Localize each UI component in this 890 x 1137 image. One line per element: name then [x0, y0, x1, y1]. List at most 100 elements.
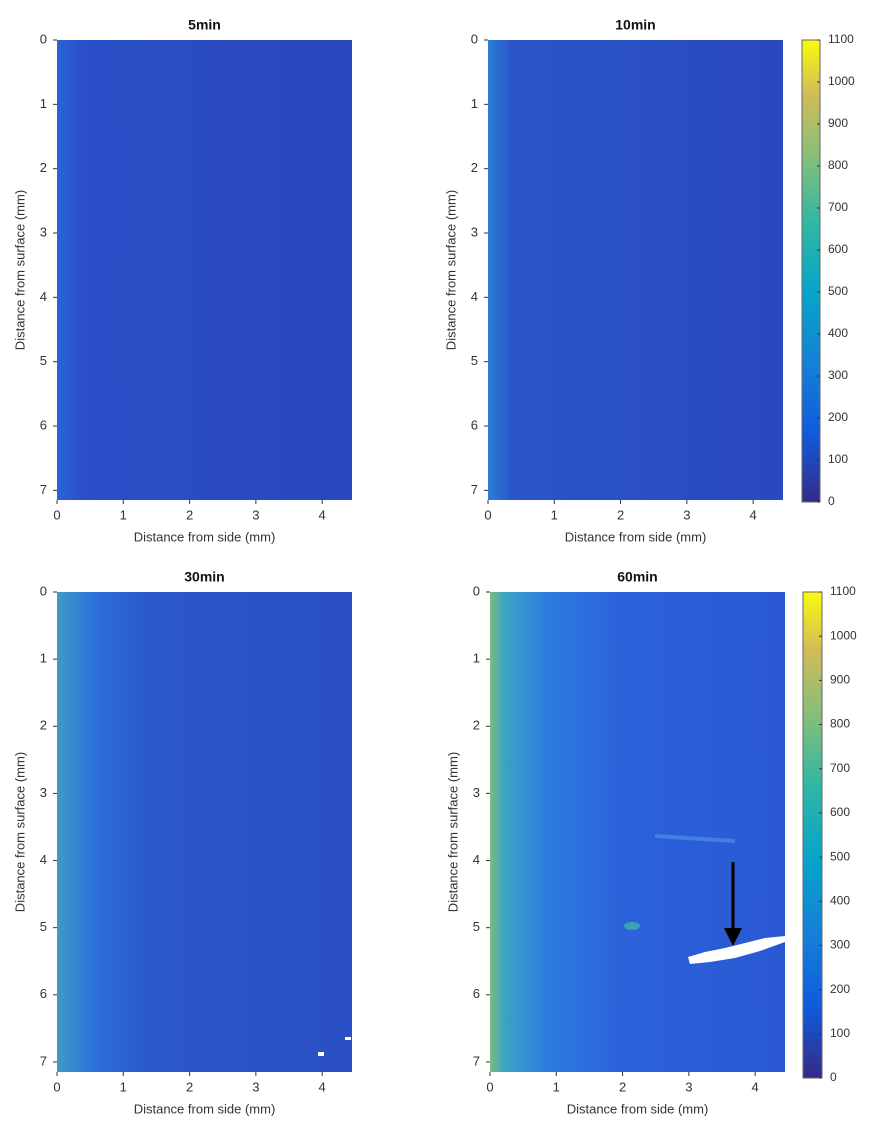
colorbar-tick-label: 600 [830, 805, 850, 819]
heatmap-image [57, 40, 352, 500]
x-tick-label: 2 [617, 507, 624, 522]
panel-title: 10min [615, 17, 655, 33]
y-tick-label: 2 [471, 160, 478, 175]
colorbar-tick-label: 1000 [828, 74, 855, 88]
y-tick-label: 4 [40, 289, 47, 304]
x-tick-label: 0 [484, 507, 491, 522]
y-tick-label: 5 [40, 919, 47, 934]
panel-title: 5min [188, 17, 221, 33]
colorbar-tick-label: 500 [828, 284, 848, 298]
y-tick-label: 4 [471, 289, 478, 304]
y-tick-label: 6 [40, 417, 47, 432]
colorbar-tick-label: 600 [828, 242, 848, 256]
y-tick-label: 3 [473, 785, 480, 800]
y-tick-label: 6 [473, 986, 480, 1001]
x-tick-label: 1 [120, 507, 127, 522]
colorbar-tick-label: 900 [828, 116, 848, 130]
x-tick-label: 4 [752, 1079, 759, 1094]
colorbar-tick-label: 800 [828, 158, 848, 172]
x-tick-label: 1 [553, 1079, 560, 1094]
y-tick-label: 7 [473, 1053, 480, 1068]
x-axis-label: Distance from side (mm) [134, 1101, 276, 1116]
colorbar-tick-label: 400 [828, 326, 848, 340]
y-tick-label: 2 [40, 718, 47, 733]
y-tick-label: 2 [473, 718, 480, 733]
y-tick-label: 0 [40, 583, 47, 598]
x-tick-label: 1 [120, 1079, 127, 1094]
x-tick-label: 4 [319, 507, 326, 522]
x-axis-label: Distance from side (mm) [565, 529, 707, 544]
x-tick-label: 2 [186, 1079, 193, 1094]
panel-title: 30min [184, 569, 224, 585]
y-tick-label: 7 [471, 482, 478, 497]
x-tick-label: 2 [619, 1079, 626, 1094]
y-tick-label: 7 [40, 482, 47, 497]
image-feature [318, 1052, 324, 1056]
colorbar [801, 39, 821, 503]
x-axis-label: Distance from side (mm) [134, 529, 276, 544]
panel-title: 60min [617, 569, 657, 585]
x-tick-label: 3 [252, 507, 259, 522]
x-axis-label: Distance from side (mm) [567, 1101, 709, 1116]
colorbar-tick-label: 400 [830, 893, 850, 907]
colorbar [802, 591, 823, 1079]
y-tick-label: 4 [473, 852, 480, 867]
image-feature [624, 922, 640, 930]
y-tick-label: 4 [40, 852, 47, 867]
x-tick-label: 3 [683, 507, 690, 522]
y-tick-label: 0 [40, 31, 47, 46]
colorbar-tick-label: 0 [830, 1070, 837, 1084]
colorbar-tick-label: 300 [828, 368, 848, 382]
y-axis-label: Distance from surface (mm) [443, 190, 458, 350]
y-tick-label: 1 [40, 651, 47, 666]
heatmap-image [490, 592, 785, 1072]
x-tick-label: 4 [319, 1079, 326, 1094]
colorbar-tick-label: 100 [830, 1026, 850, 1040]
colorbar-tick-label: 300 [830, 938, 850, 952]
x-tick-label: 0 [486, 1079, 493, 1094]
heatmap-image [57, 592, 352, 1072]
y-tick-label: 1 [471, 96, 478, 111]
x-tick-label: 1 [551, 507, 558, 522]
y-tick-label: 7 [40, 1053, 47, 1068]
y-axis-label: Distance from surface (mm) [12, 752, 27, 912]
y-tick-label: 1 [40, 96, 47, 111]
colorbar-tick-label: 100 [828, 452, 848, 466]
y-axis-label: Distance from surface (mm) [445, 752, 460, 912]
image-feature [654, 834, 736, 843]
y-tick-label: 5 [471, 353, 478, 368]
colorbar-tick-label: 700 [830, 761, 850, 775]
colorbar-tick-label: 1100 [828, 32, 854, 46]
y-tick-label: 5 [40, 353, 47, 368]
heatmap-image [488, 40, 783, 500]
y-tick-label: 6 [471, 417, 478, 432]
colorbar-tick-label: 900 [830, 673, 850, 687]
x-tick-label: 2 [186, 507, 193, 522]
colorbar-tick-label: 200 [830, 982, 850, 996]
colorbar-tick-label: 800 [830, 717, 850, 731]
y-tick-label: 3 [471, 224, 478, 239]
arrow-head [724, 928, 742, 946]
x-tick-label: 3 [252, 1079, 259, 1094]
colorbar-tick-label: 700 [828, 200, 848, 214]
y-tick-label: 3 [40, 785, 47, 800]
image-feature [688, 936, 785, 964]
x-tick-label: 0 [53, 507, 60, 522]
colorbar-tick-label: 200 [828, 410, 848, 424]
y-tick-label: 3 [40, 224, 47, 239]
y-tick-label: 6 [40, 986, 47, 1001]
y-tick-label: 5 [473, 919, 480, 934]
x-tick-label: 0 [53, 1079, 60, 1094]
y-tick-label: 2 [40, 160, 47, 175]
image-feature [345, 1037, 351, 1040]
x-tick-label: 3 [685, 1079, 692, 1094]
colorbar-tick-label: 0 [828, 494, 835, 508]
y-axis-label: Distance from surface (mm) [12, 190, 27, 350]
y-tick-label: 0 [473, 583, 480, 598]
x-tick-label: 4 [750, 507, 757, 522]
colorbar-tick-label: 1100 [830, 584, 856, 598]
y-tick-label: 1 [473, 651, 480, 666]
colorbar-tick-label: 500 [830, 849, 850, 863]
colorbar-tick-label: 1000 [830, 628, 857, 642]
